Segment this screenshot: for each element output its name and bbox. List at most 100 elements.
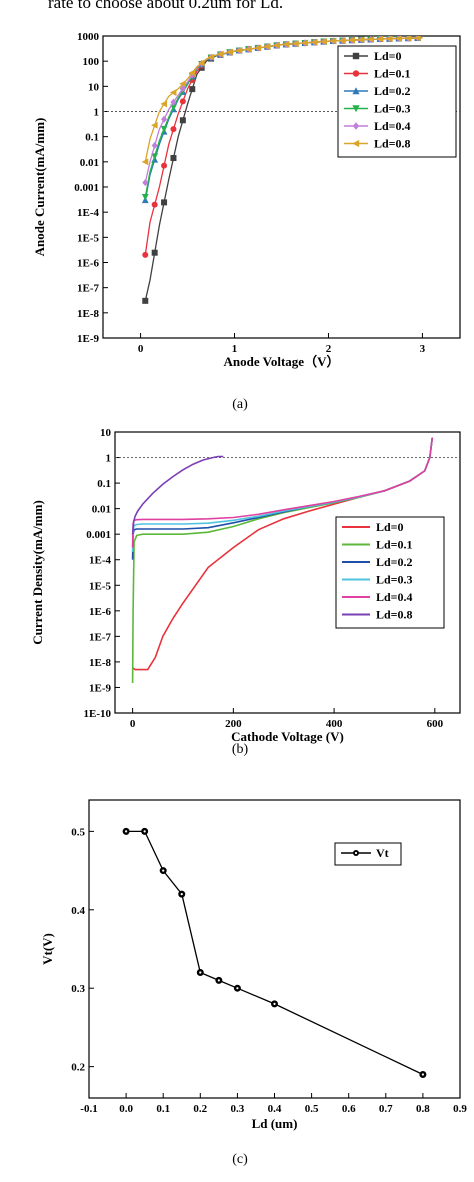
legend-box <box>335 516 445 629</box>
figure-caption: (c) <box>232 1152 248 1167</box>
data-point-marker <box>338 37 346 45</box>
y-tick-label: 1E-9 <box>89 682 112 694</box>
y-tick-label: 1E-5 <box>89 580 112 592</box>
x-tick-label: 0.5 <box>305 1103 319 1115</box>
x-tick-label: 0.7 <box>379 1103 393 1115</box>
data-point-marker <box>263 43 271 51</box>
data-point-marker <box>329 37 337 45</box>
y-tick-label: 1E-7 <box>77 283 100 295</box>
y-tick-label: 100 <box>83 56 100 68</box>
data-point-marker <box>161 162 168 169</box>
data-point-marker <box>151 121 158 129</box>
data-point-marker <box>169 89 177 96</box>
data-point-marker <box>273 41 280 49</box>
data-point-marker <box>161 199 168 206</box>
y-tick-label: 0.2 <box>71 1062 85 1074</box>
y-tick-label: 1E-7 <box>89 631 112 643</box>
legend-marker <box>352 52 360 60</box>
series-Vt <box>122 827 427 1078</box>
figure-caption: (b) <box>232 742 249 757</box>
data-point-marker <box>160 125 168 133</box>
legend-marker <box>352 87 360 95</box>
data-point-marker-center <box>162 869 165 872</box>
legend-label: Ld=0 <box>374 49 402 63</box>
y-tick-label: 10 <box>100 427 112 439</box>
data-point-marker <box>151 249 158 256</box>
y-tick-label: 1 <box>94 107 100 119</box>
x-tick-label: 1 <box>232 343 238 355</box>
figure-caption: (a) <box>232 397 248 412</box>
data-point-marker <box>141 158 149 166</box>
legend-marker <box>352 139 360 148</box>
legend-label: Ld=0.4 <box>374 119 411 133</box>
data-point-marker-center <box>180 893 183 896</box>
legend-box <box>337 45 457 158</box>
x-tick-label: 3 <box>420 343 426 355</box>
y-tick-label: 0.01 <box>92 504 111 516</box>
series-line <box>131 455 224 535</box>
data-point-marker <box>198 59 205 67</box>
y-tick-label: 0.1 <box>85 132 99 144</box>
y-axis-title: Current Density(mA/mm) <box>30 500 45 645</box>
data-point-marker <box>367 36 374 43</box>
data-point-marker <box>301 39 308 47</box>
legend-label: Ld=0.1 <box>376 538 413 552</box>
y-tick-label: 0.1 <box>97 478 111 490</box>
data-point-marker <box>376 36 384 43</box>
y-tick-label: 1E-6 <box>77 258 100 270</box>
data-point-marker <box>179 84 186 93</box>
x-tick-label: 0.0 <box>119 1103 133 1115</box>
legend-marker <box>352 70 360 77</box>
data-point-marker <box>179 98 186 105</box>
data-point-marker <box>385 36 393 43</box>
y-tick-label: 1E-8 <box>89 657 112 669</box>
y-tick-label: 0.4 <box>71 905 85 917</box>
legend-label: Ld=0.8 <box>376 608 413 622</box>
y-tick-label: 0.001 <box>74 182 99 194</box>
data-point-marker <box>254 44 262 52</box>
data-point-marker <box>310 38 318 46</box>
x-tick-label: 0 <box>130 718 136 730</box>
legend-marker <box>352 122 360 130</box>
data-point-marker <box>170 126 177 133</box>
series-Ld-0-8 <box>131 455 224 535</box>
x-axis-title: Ld (um) <box>252 1116 298 1131</box>
x-tick-label: 0.4 <box>268 1103 282 1115</box>
legend-label: Ld=0.1 <box>374 67 411 81</box>
x-tick-label: 0.2 <box>193 1103 207 1115</box>
legend-label: Ld=0 <box>376 520 404 534</box>
data-point-marker-center <box>125 830 128 833</box>
x-axis-title: Anode Voltage（V） <box>224 354 340 369</box>
data-point-marker <box>160 100 168 108</box>
y-tick-label: 1E-4 <box>89 555 112 567</box>
data-point-marker-center <box>273 1002 276 1005</box>
data-point-marker <box>151 141 158 150</box>
header-text: rate to choose about 0.2um for Ld. <box>48 0 284 12</box>
data-point-marker <box>395 36 402 42</box>
y-tick-label: 1E-4 <box>77 207 100 219</box>
plot-frame <box>88 799 461 1099</box>
legend-label: Ld=0.8 <box>374 137 411 151</box>
data-point-marker-center <box>421 1073 424 1076</box>
data-point-marker-center <box>217 979 220 982</box>
data-point-marker <box>291 40 299 48</box>
legend-marker <box>352 105 360 113</box>
x-tick-label: 0.9 <box>453 1103 467 1115</box>
data-point-marker <box>142 251 149 258</box>
x-tick-label: 400 <box>326 718 343 730</box>
x-tick-label: 0.8 <box>416 1103 430 1115</box>
x-tick-label: 0.3 <box>231 1103 245 1115</box>
legend-label: Ld=0.2 <box>376 555 413 569</box>
y-tick-label: 1E-10 <box>84 708 112 720</box>
legend-label: Ld=0.3 <box>376 573 413 587</box>
data-point-marker <box>404 36 412 42</box>
y-tick-label: 0.01 <box>80 157 99 169</box>
y-tick-label: 1000 <box>77 31 100 43</box>
data-point-marker <box>245 45 252 53</box>
legend-marker-center <box>354 851 358 855</box>
data-point-marker-center <box>199 971 202 974</box>
y-tick-label: 1 <box>106 453 112 465</box>
series-Ld-0-8 <box>141 36 423 166</box>
y-tick-label: 1E-5 <box>77 232 100 244</box>
legend-box <box>334 842 402 866</box>
